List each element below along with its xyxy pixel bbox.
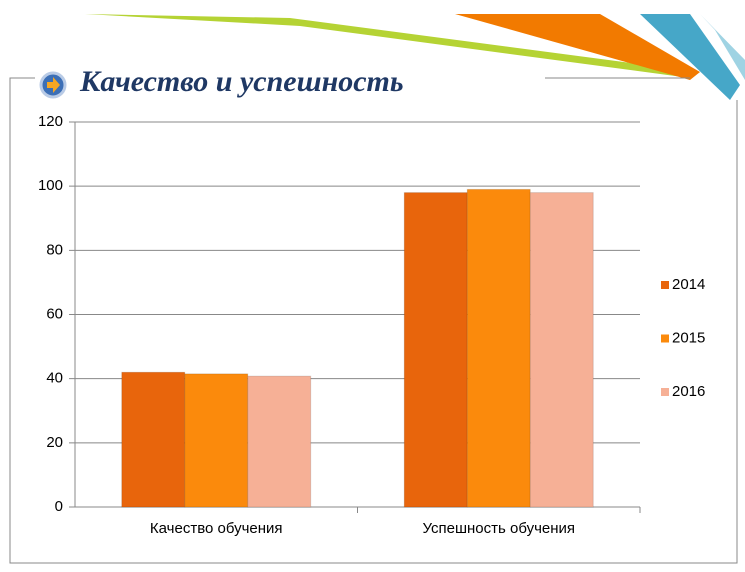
bar bbox=[529, 192, 594, 508]
legend-swatch bbox=[661, 334, 669, 343]
legend-label: 2015 bbox=[672, 329, 705, 346]
legend-label: 2016 bbox=[672, 383, 705, 400]
title-icon-arrow bbox=[47, 77, 60, 93]
legend-swatch bbox=[661, 281, 669, 289]
y-tick-label: 20 bbox=[46, 434, 63, 451]
legend-swatch bbox=[661, 388, 669, 396]
y-tick-label: 120 bbox=[38, 113, 63, 130]
y-tick-label: 100 bbox=[38, 177, 63, 194]
bar bbox=[247, 375, 312, 508]
decor-stripe bbox=[640, 14, 740, 100]
chart-title: Качество и успешность bbox=[79, 65, 404, 98]
legend-label: 2014 bbox=[672, 276, 705, 293]
y-tick-label: 80 bbox=[46, 241, 63, 258]
frame bbox=[9, 77, 738, 564]
y-tick-label: 0 bbox=[55, 498, 63, 515]
bar bbox=[466, 188, 531, 508]
bar bbox=[121, 371, 186, 508]
y-tick-label: 40 bbox=[46, 370, 63, 387]
bar bbox=[184, 373, 249, 508]
y-tick-label: 60 bbox=[46, 305, 63, 322]
decor-stripe bbox=[455, 14, 700, 80]
x-tick-label: Качество обучения bbox=[150, 520, 283, 537]
bar bbox=[403, 192, 468, 508]
x-tick-label: Успешность обучения bbox=[422, 520, 575, 537]
